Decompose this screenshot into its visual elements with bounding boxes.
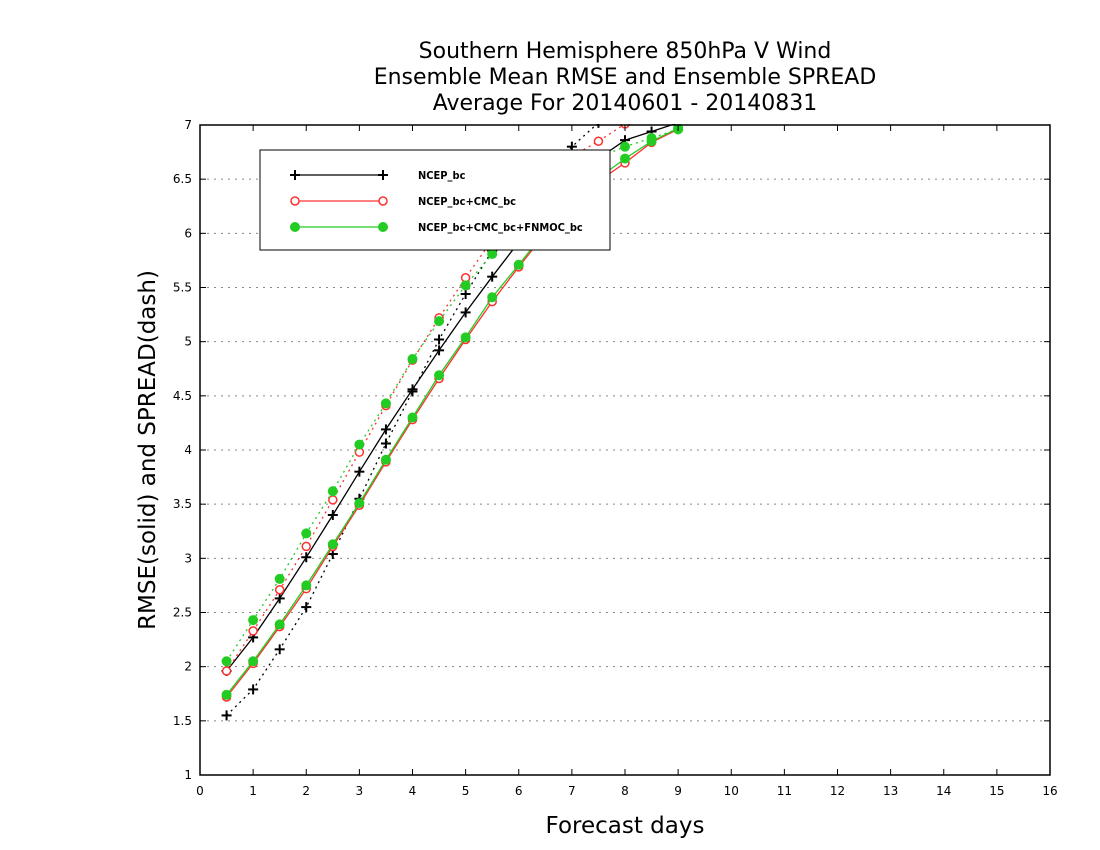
point-marker bbox=[327, 510, 338, 520]
x-tick-label: 13 bbox=[883, 784, 898, 798]
point-marker bbox=[248, 684, 259, 695]
point-marker bbox=[378, 170, 388, 180]
point-marker bbox=[487, 271, 498, 282]
point-marker bbox=[487, 292, 498, 303]
point-marker bbox=[274, 619, 285, 630]
point-marker bbox=[274, 644, 285, 655]
y-tick-label: 4 bbox=[184, 443, 192, 457]
point-marker bbox=[221, 710, 232, 721]
x-tick-label: 12 bbox=[830, 784, 845, 798]
point-marker bbox=[354, 498, 365, 509]
y-tick-label: 4.5 bbox=[173, 389, 192, 403]
chart-title: Southern Hemisphere 850hPa V WindEnsembl… bbox=[374, 39, 877, 116]
point-marker bbox=[301, 528, 312, 539]
y-tick-label: 2.5 bbox=[173, 606, 192, 620]
point-marker bbox=[290, 170, 300, 180]
point-marker bbox=[290, 196, 300, 206]
y-tick-label: 5.5 bbox=[173, 281, 192, 295]
point-marker bbox=[354, 439, 365, 450]
x-tick-label: 16 bbox=[1042, 784, 1057, 798]
y-tick-label: 1.5 bbox=[173, 714, 192, 728]
point-marker bbox=[328, 495, 338, 505]
point-marker bbox=[380, 424, 391, 435]
legend: NCEP_bc NCEP_bc+CMC_bc NCEP_bc+CMC_bc+FNMO… bbox=[259, 149, 611, 251]
point-marker bbox=[597, 124, 600, 128]
point-marker bbox=[380, 454, 391, 465]
point-marker bbox=[434, 345, 445, 356]
point-marker bbox=[513, 259, 524, 270]
x-tick-label: 0 bbox=[196, 784, 204, 798]
point-marker bbox=[407, 412, 418, 423]
point-marker bbox=[380, 398, 391, 409]
y-tick-label: 1 bbox=[184, 768, 192, 782]
point-marker bbox=[290, 222, 300, 232]
point-marker bbox=[274, 573, 285, 584]
point-marker bbox=[434, 316, 445, 327]
title-line: Average For 20140601 - 20140831 bbox=[433, 91, 818, 116]
x-tick-label: 11 bbox=[777, 784, 792, 798]
x-tick-label: 7 bbox=[568, 784, 576, 798]
x-tick-label: 6 bbox=[515, 784, 523, 798]
x-tick-label: 10 bbox=[724, 784, 739, 798]
x-tick-label: 2 bbox=[302, 784, 310, 798]
y-tick-label: 2 bbox=[184, 660, 192, 674]
point-marker bbox=[460, 332, 471, 343]
x-tick-label: 3 bbox=[356, 784, 364, 798]
point-marker bbox=[248, 615, 259, 626]
x-tick-label: 8 bbox=[621, 784, 629, 798]
gridlines bbox=[200, 178, 1050, 722]
title-line: Ensemble Mean RMSE and Ensemble SPREAD bbox=[374, 65, 877, 90]
point-marker bbox=[460, 289, 471, 299]
y-tick-label: 5 bbox=[184, 335, 192, 349]
point-marker bbox=[248, 626, 258, 636]
point-marker bbox=[221, 689, 232, 700]
point-marker bbox=[407, 354, 418, 364]
x-tick-label: 14 bbox=[936, 784, 951, 798]
legend-label: NCEP_bc+CMC_bc+FNMOC_bc bbox=[418, 221, 583, 234]
x-tick-label: 15 bbox=[989, 784, 1004, 798]
point-marker bbox=[221, 666, 232, 676]
point-marker bbox=[434, 334, 445, 345]
y-tick-label: 3 bbox=[184, 551, 192, 565]
legend-label: NCEP_bc+CMC_bc bbox=[418, 195, 516, 208]
y-axis-label: RMSE(solid) and SPREAD(dash) bbox=[135, 270, 161, 630]
x-tick-label: 4 bbox=[409, 784, 417, 798]
y-tick-label: 6.5 bbox=[173, 172, 192, 186]
point-marker bbox=[620, 141, 630, 152]
title-line: Southern Hemisphere 850hPa V Wind bbox=[419, 39, 832, 64]
point-marker bbox=[274, 585, 285, 595]
point-marker bbox=[327, 486, 338, 497]
point-marker bbox=[460, 280, 471, 291]
point-marker bbox=[378, 222, 388, 232]
x-tick-label: 5 bbox=[462, 784, 470, 798]
legend-label: NCEP_bc bbox=[418, 169, 466, 182]
point-marker bbox=[487, 248, 498, 259]
x-axis-label: Forecast days bbox=[546, 813, 705, 839]
x-tick-label: 9 bbox=[674, 784, 682, 798]
point-marker bbox=[248, 656, 259, 667]
point-marker bbox=[434, 370, 445, 381]
point-marker bbox=[221, 656, 232, 667]
y-tick-label: 3.5 bbox=[173, 497, 192, 511]
point-marker bbox=[460, 307, 471, 318]
point-marker bbox=[301, 552, 312, 563]
point-marker bbox=[378, 196, 388, 206]
axis-ticks: 11.522.533.544.555.566.570 1 2 3 4 5 6 7 8 9 10 11 1… bbox=[173, 118, 1058, 798]
y-tick-label: 6 bbox=[184, 226, 192, 240]
point-marker bbox=[274, 593, 285, 604]
point-marker bbox=[380, 438, 391, 449]
point-marker bbox=[620, 153, 630, 164]
point-marker bbox=[301, 541, 311, 552]
point-marker bbox=[301, 580, 312, 591]
point-marker bbox=[301, 602, 312, 613]
point-marker bbox=[646, 136, 657, 147]
y-tick-label: 7 bbox=[184, 118, 192, 132]
legend-box bbox=[259, 149, 611, 251]
x-tick-label: 1 bbox=[249, 784, 257, 798]
point-marker bbox=[327, 539, 338, 550]
point-marker bbox=[593, 136, 604, 146]
point-marker bbox=[354, 466, 365, 477]
point-marker bbox=[407, 384, 418, 395]
